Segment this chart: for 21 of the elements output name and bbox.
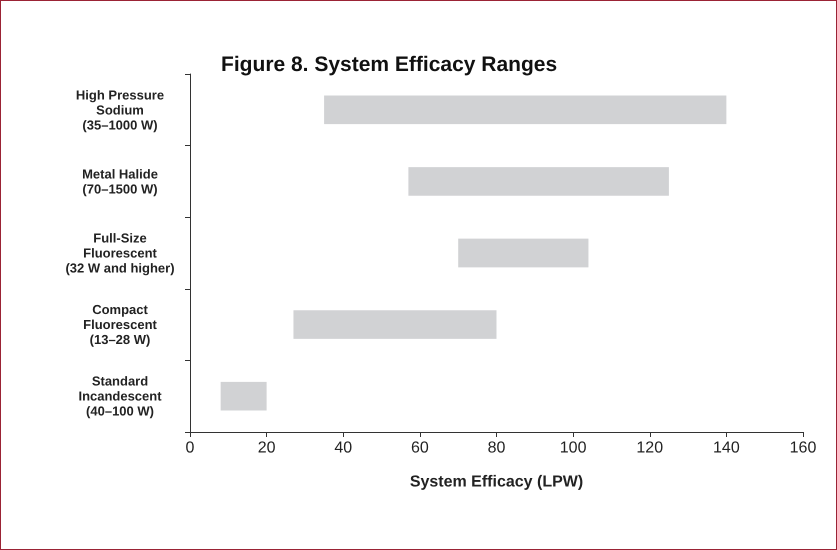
x-tick-label: 140	[713, 440, 740, 456]
chart-title: Figure 8. System Efficacy Ranges	[221, 53, 558, 76]
bar	[324, 95, 726, 124]
x-tick-label: 60	[410, 440, 429, 456]
y-tick-label: Full-Size Fluorescent (32 W and higher)	[65, 230, 175, 276]
x-tick-label: 120	[636, 440, 664, 456]
y-tick-label: High Pressure Sodium (35–1000 W)	[76, 87, 164, 132]
y-tick-label: Standard Incandescent (40–100 W)	[78, 374, 162, 419]
x-tick-label: 100	[560, 440, 587, 456]
x-tick-label: 20	[258, 440, 276, 456]
bar	[458, 238, 588, 268]
bar	[293, 310, 496, 339]
x-tick-label: 0	[186, 440, 195, 456]
x-axis-title: System Efficacy (LPW)	[410, 474, 584, 490]
y-tick-label: Metal Halide (70–1500 W)	[82, 166, 158, 196]
x-tick-label: 40	[334, 440, 352, 456]
bar	[220, 382, 267, 411]
bar	[408, 167, 669, 196]
x-tick-label: 160	[790, 440, 816, 456]
y-tick-label: Compact Fluorescent (13–28 W)	[83, 302, 158, 348]
x-tick-label: 80	[488, 440, 506, 456]
